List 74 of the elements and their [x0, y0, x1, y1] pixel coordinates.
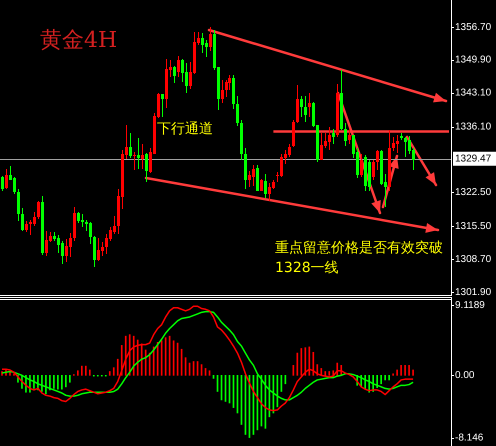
- candlestick: [21, 208, 24, 232]
- candlestick: [300, 96, 303, 118]
- candlestick: [292, 120, 295, 148]
- candlestick: [177, 56, 180, 78]
- candlestick: [320, 132, 323, 160]
- candlestick: [308, 92, 311, 118]
- candlestick: [69, 232, 72, 258]
- candlestick: [185, 62, 188, 94]
- candlestick: [1, 176, 4, 192]
- candlestick: [280, 154, 283, 178]
- candlestick: [236, 96, 239, 126]
- candlestick: [248, 170, 251, 188]
- candlestick: [65, 238, 68, 262]
- candlestick: [101, 242, 104, 256]
- candlestick: [344, 122, 347, 146]
- candlestick: [372, 160, 375, 180]
- ref-line-label: 1329.47: [455, 154, 492, 165]
- candlestick: [348, 128, 351, 144]
- y-tick-label: 1308.70: [455, 254, 492, 265]
- candlestick: [137, 138, 140, 170]
- annotation: 重点留意价格是否有效突破 1328一线: [275, 239, 443, 278]
- candlestick: [57, 234, 60, 254]
- candlestick: [37, 200, 40, 220]
- annotation: 下行通道: [157, 120, 213, 139]
- candlestick: [25, 220, 28, 232]
- candlestick: [97, 238, 100, 262]
- candlestick: [404, 136, 407, 158]
- candlestick: [93, 236, 96, 268]
- y-tick-label: 1356.70: [455, 22, 492, 33]
- candlestick: [129, 132, 132, 158]
- candlestick: [13, 176, 16, 194]
- candlestick: [105, 234, 108, 254]
- y-tick-label: 1336.10: [455, 121, 492, 132]
- candlestick: [288, 144, 291, 158]
- candlestick: [81, 214, 84, 228]
- y-tick-label: 1315.50: [455, 221, 492, 232]
- candlestick: [396, 134, 399, 154]
- candlestick: [61, 240, 64, 264]
- candlestick: [181, 58, 184, 82]
- candlestick: [304, 96, 307, 122]
- candlestick: [376, 150, 379, 170]
- y-tick-label: 1343.10: [455, 88, 492, 99]
- candlestick: [77, 212, 80, 224]
- candlestick: [296, 84, 299, 124]
- candlestick: [145, 152, 148, 182]
- y-tick-label: 1322.50: [455, 187, 492, 198]
- text: 黄金4H: [40, 27, 118, 55]
- y-tick-label: 1349.90: [455, 54, 492, 66]
- candlestick: [328, 126, 331, 150]
- candlestick: [392, 136, 395, 152]
- candlestick: [209, 26, 212, 52]
- candlestick: [161, 94, 164, 118]
- candlestick: [173, 66, 176, 84]
- candlestick: [201, 32, 204, 54]
- candlestick: [5, 168, 8, 190]
- candlestick: [205, 40, 208, 58]
- y-tick-label: 9.1189: [455, 300, 486, 312]
- candlestick: [332, 128, 335, 144]
- candlestick: [133, 152, 136, 170]
- y-tick-label: 1301.90: [455, 286, 492, 298]
- candlestick: [221, 80, 224, 104]
- candlestick: [17, 188, 20, 222]
- candlestick: [256, 164, 259, 192]
- candlestick: [268, 182, 271, 202]
- candlestick: [264, 174, 267, 198]
- candlestick: [252, 164, 255, 186]
- candlestick: [45, 230, 48, 256]
- candlestick: [141, 144, 144, 170]
- candlestick: [89, 222, 92, 244]
- y-tick-label: -8.146: [455, 432, 484, 444]
- y-tick-label: 0.00: [455, 370, 475, 382]
- candlestick: [360, 154, 363, 178]
- candlestick: [29, 220, 32, 236]
- candlestick: [33, 212, 36, 226]
